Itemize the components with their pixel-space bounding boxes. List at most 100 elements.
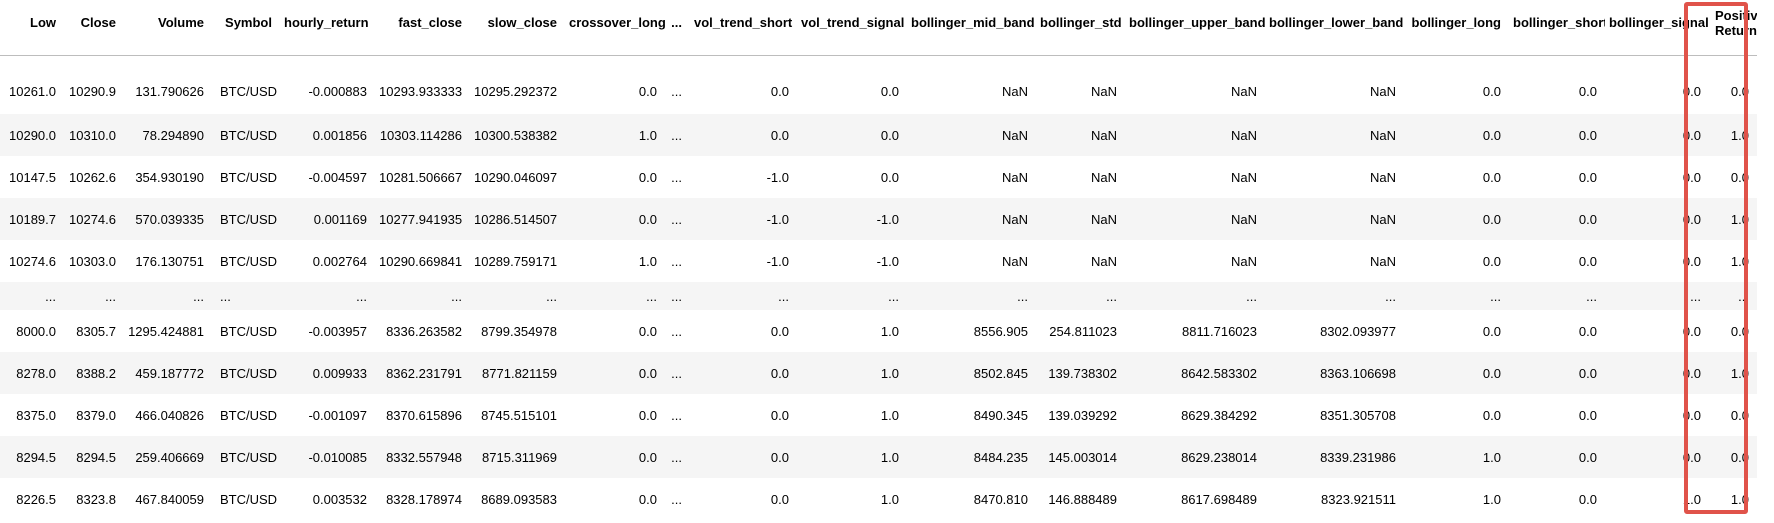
table-cell: ...: [665, 436, 690, 478]
table-cell: 0.0: [1404, 240, 1509, 282]
table-cell: 8490.345: [907, 394, 1036, 436]
table-cell: NaN: [1125, 55, 1265, 114]
table-cell: ...: [665, 198, 690, 240]
column-header: slow_close: [470, 0, 565, 56]
table-cell: 1.0: [797, 310, 907, 352]
table-cell: NaN: [1265, 198, 1404, 240]
table-cell: 8617.698489: [1125, 478, 1265, 520]
table-row: 8294.5 8294.5 259.406669 BTC/USD -0.010085 83…: [0, 436, 1757, 478]
table-cell: 0.0: [1605, 240, 1709, 282]
table-cell: 10262.6: [64, 156, 124, 198]
table-cell: 8278.0: [0, 352, 64, 394]
column-header: vol_trend_short: [690, 0, 797, 56]
table-cell: 1.0: [797, 478, 907, 520]
table-row: 10261.0 10290.9 131.790626 BTC/USD -0.000883…: [0, 55, 1757, 114]
table-cell: NaN: [907, 114, 1036, 156]
table-cell: ...: [1404, 282, 1509, 310]
table-cell: 8811.716023: [1125, 310, 1265, 352]
table-cell: 8799.354978: [470, 310, 565, 352]
table-cell: ...: [797, 282, 907, 310]
table-cell: 8642.583302: [1125, 352, 1265, 394]
table-cell: 0.0: [797, 114, 907, 156]
table-cell: 1.0: [1404, 478, 1509, 520]
table-cell: 0.0: [565, 310, 665, 352]
table-cell: 8379.0: [64, 394, 124, 436]
table-cell: 8294.5: [64, 436, 124, 478]
table-cell: 0.0: [1509, 156, 1605, 198]
table-cell: 8375.0: [0, 394, 64, 436]
table-cell: 0.0: [1509, 114, 1605, 156]
table-cell: 145.003014: [1036, 436, 1125, 478]
table-cell: 0.0: [565, 478, 665, 520]
table-cell: 8323.8: [64, 478, 124, 520]
table-cell: 0.0: [1709, 394, 1757, 436]
table-cell: 0.0: [1509, 240, 1605, 282]
table-cell: 146.888489: [1036, 478, 1125, 520]
column-header: Positive Return: [1709, 0, 1757, 56]
table-cell: 8351.305708: [1265, 394, 1404, 436]
table-cell: ...: [1036, 282, 1125, 310]
table-cell: 8339.231986: [1265, 436, 1404, 478]
table-cell: 0.0: [565, 55, 665, 114]
table-row: 8226.5 8323.8 467.840059 BTC/USD 0.003532 832…: [0, 478, 1757, 520]
table-cell: 0.0: [1605, 198, 1709, 240]
table-body: 10261.0 10290.9 131.790626 BTC/USD -0.000883…: [0, 55, 1757, 520]
table-cell: 8226.5: [0, 478, 64, 520]
table-row: 10274.6 10303.0 176.130751 BTC/USD 0.002764 1…: [0, 240, 1757, 282]
table-cell: 10289.759171: [470, 240, 565, 282]
table-cell: 10286.514507: [470, 198, 565, 240]
table-cell: 8484.235: [907, 436, 1036, 478]
table-cell: BTC/USD: [212, 436, 280, 478]
table-cell: 0.0: [1605, 310, 1709, 352]
table-cell: 8328.178974: [375, 478, 470, 520]
table-cell: 0.001169: [280, 198, 375, 240]
table-cell: 0.0: [690, 352, 797, 394]
table-cell: ...: [0, 282, 64, 310]
table-cell: ...: [470, 282, 565, 310]
table-cell: NaN: [907, 156, 1036, 198]
table-cell: 1.0: [565, 114, 665, 156]
table-row: ........................................…: [0, 282, 1757, 310]
table-cell: NaN: [1265, 55, 1404, 114]
table-cell: 8629.384292: [1125, 394, 1265, 436]
table-row: 10147.5 10262.6 354.930190 BTC/USD -0.004597…: [0, 156, 1757, 198]
table-cell: -0.003957: [280, 310, 375, 352]
table-cell: 1.0: [1709, 352, 1757, 394]
column-header: bollinger_long: [1404, 0, 1509, 56]
table-cell: 8502.845: [907, 352, 1036, 394]
table-cell: 8362.231791: [375, 352, 470, 394]
table-cell: 0.0: [565, 156, 665, 198]
table-cell: 0.0: [1709, 436, 1757, 478]
table-cell: 0.0: [565, 352, 665, 394]
table-cell: ...: [665, 310, 690, 352]
table-cell: ...: [665, 394, 690, 436]
table-cell: -1.0: [797, 198, 907, 240]
table-cell: NaN: [1265, 156, 1404, 198]
table-cell: ...: [665, 282, 690, 310]
table-cell: 8000.0: [0, 310, 64, 352]
table-cell: NaN: [1265, 240, 1404, 282]
table-cell: 0.0: [690, 394, 797, 436]
table-cell: 0.001856: [280, 114, 375, 156]
table-cell: 0.0: [1404, 394, 1509, 436]
table-cell: 0.0: [1605, 394, 1709, 436]
table-cell: -1.0: [690, 156, 797, 198]
table-cell: 0.0: [1404, 198, 1509, 240]
table-cell: 0.0: [1509, 198, 1605, 240]
table-cell: NaN: [1036, 156, 1125, 198]
table-cell: 10261.0: [0, 55, 64, 114]
table-cell: 0.0: [1509, 436, 1605, 478]
table-cell: 0.0: [1605, 352, 1709, 394]
table-cell: 466.040826: [124, 394, 212, 436]
table-cell: ...: [64, 282, 124, 310]
header-row: Low Close Volume Symbol hourly_return fast_cl…: [0, 0, 1757, 56]
table-cell: 0.0: [565, 198, 665, 240]
table-cell: 0.0: [1605, 156, 1709, 198]
table-row: 8278.0 8388.2 459.187772 BTC/USD 0.009933 836…: [0, 352, 1757, 394]
table-cell: ...: [124, 282, 212, 310]
table-cell: NaN: [907, 55, 1036, 114]
table-cell: 1.0: [1709, 198, 1757, 240]
table-cell: BTC/USD: [212, 55, 280, 114]
table-cell: 0.002764: [280, 240, 375, 282]
table-cell: 570.039335: [124, 198, 212, 240]
